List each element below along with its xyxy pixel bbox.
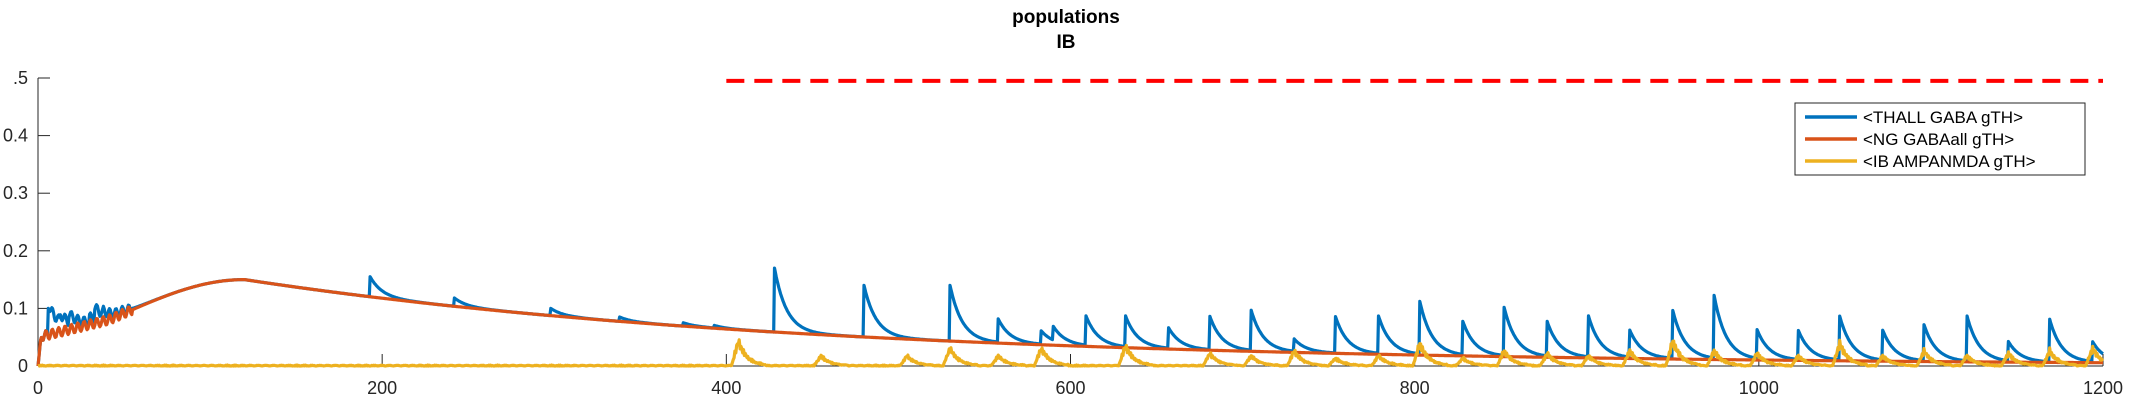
x-tick-label-400: 400 <box>711 378 741 398</box>
y-tick-label-0.5: .5 <box>13 68 28 88</box>
x-ticks: 0 200 400 600 800 1000 1200 <box>33 378 2123 398</box>
y-tick-label-0: 0 <box>18 356 28 376</box>
legend-label-ng: <NG GABAall gTH> <box>1863 130 2014 149</box>
y-ticks: .5 0.4 0.3 0.2 0.1 0 <box>3 68 28 376</box>
x-tick-label-600: 600 <box>1055 378 1085 398</box>
x-tick-label-1200: 1200 <box>2083 378 2123 398</box>
series-line-ng-gabaall <box>36 278 2104 367</box>
x-tick-label-0: 0 <box>33 378 43 398</box>
y-tick-label-0.1: 0.1 <box>3 298 28 318</box>
plot-area <box>36 78 2105 368</box>
chart-title-line-1: populations <box>1012 7 1120 28</box>
y-tick-label-0.4: 0.4 <box>3 126 28 146</box>
legend-label-thall: <THALL GABA gTH> <box>1863 108 2023 127</box>
legend: <THALL GABA gTH> <NG GABAall gTH> <IB AM… <box>1794 102 2086 176</box>
x-tick-label-800: 800 <box>1400 378 1430 398</box>
y-tick-label-0.2: 0.2 <box>3 241 28 261</box>
y-tick-label-0.3: 0.3 <box>3 183 28 203</box>
legend-label-ib: <IB AMPANMDA gTH> <box>1863 152 2036 171</box>
x-tick-label-1000: 1000 <box>1739 378 1779 398</box>
series-line-thall-gaba <box>36 266 2104 367</box>
axes <box>37 77 2104 367</box>
series-line-ib-ampanmda <box>37 338 2105 368</box>
chart-title-line-2: IB <box>1057 32 1076 53</box>
x-tick-label-200: 200 <box>367 378 397 398</box>
